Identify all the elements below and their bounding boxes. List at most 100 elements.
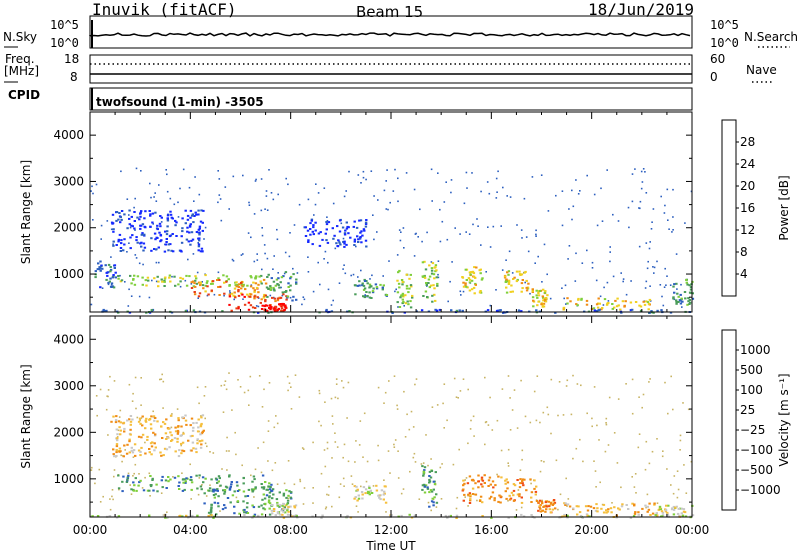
echo-cell: [293, 506, 297, 509]
scatter-point: [628, 226, 630, 229]
echo-cell: [478, 291, 482, 294]
scatter-point: [601, 220, 604, 222]
scatter-point: [393, 375, 396, 377]
echo-cell: [131, 225, 134, 228]
echo-cell: [520, 496, 523, 499]
scatter-point: [128, 242, 130, 244]
echo-cell: [230, 483, 233, 486]
scatter-point: [223, 294, 225, 297]
echo-cell: [191, 434, 194, 437]
scatter-point: [524, 415, 527, 418]
scatter-point: [229, 290, 231, 292]
echo-cell: [516, 278, 519, 281]
echo-cell: [208, 489, 211, 492]
echo-cell: [185, 514, 188, 517]
echo-cell: [309, 228, 312, 230]
echo-cell: [228, 293, 231, 296]
scatter-point: [247, 232, 250, 234]
echo-cell: [230, 481, 233, 483]
echo-cell: [109, 277, 112, 280]
scatter-point: [682, 402, 684, 404]
echo-cell: [133, 211, 136, 213]
scatter-point: [650, 228, 653, 230]
scatter-point: [290, 408, 293, 410]
echo-cell: [666, 511, 669, 514]
echo-cell: [578, 511, 582, 514]
echo-cell: [233, 291, 236, 294]
echo-cell: [261, 474, 265, 477]
echo-cell: [260, 513, 264, 516]
echo-cell: [585, 513, 589, 516]
scatter-point: [120, 454, 122, 457]
echo-cell: [489, 483, 492, 486]
echo-cell: [129, 236, 132, 239]
scatter-point: [151, 279, 153, 282]
echo-cell: [123, 238, 126, 241]
scatter-point: [385, 511, 387, 513]
scatter-point: [439, 240, 442, 243]
echo-cell: [521, 279, 524, 281]
echo-cell: [240, 292, 243, 295]
echo-cell: [167, 480, 170, 483]
scatter-point: [431, 406, 434, 408]
echo-cell: [343, 245, 346, 248]
echo-cell: [357, 238, 360, 241]
echo-cell: [623, 304, 626, 307]
echo-cell: [683, 291, 687, 293]
scatter-point: [648, 247, 651, 250]
echo-cell: [675, 282, 678, 285]
colorbar-frame: [721, 119, 737, 297]
echo-cell: [544, 300, 548, 303]
echo-cell: [165, 233, 169, 236]
scatter-point: [376, 231, 378, 233]
echo-cell: [246, 512, 250, 514]
scatter-point: [177, 216, 180, 218]
scatter-point: [437, 273, 439, 276]
echo-cell: [504, 490, 507, 493]
echo-cell: [381, 288, 384, 291]
echo-cell: [480, 476, 484, 479]
echo-cell: [131, 418, 134, 421]
scatter-point: [120, 170, 122, 173]
echo-cell: [272, 280, 276, 283]
echo-cell: [581, 516, 584, 519]
scatter-point: [197, 297, 199, 299]
echo-cell: [428, 264, 431, 267]
echo-cell: [246, 495, 250, 497]
echo-cell: [280, 509, 283, 512]
scatter-point: [634, 168, 636, 170]
echo-cell: [108, 515, 112, 518]
scatter-point: [121, 460, 123, 463]
echo-cell: [212, 490, 215, 493]
nsearch-label: N.Search: [744, 30, 799, 44]
echo-cell: [360, 241, 363, 244]
echo-cell: [609, 507, 613, 510]
echo-cell: [343, 233, 347, 236]
scatter-point: [634, 473, 637, 475]
echo-cell: [113, 455, 116, 458]
echo-cell: [505, 286, 508, 289]
echo-cell: [597, 297, 600, 300]
scatter-point: [126, 251, 128, 253]
scatter-point: [446, 419, 448, 422]
scatter-point: [631, 476, 633, 478]
scatter-point: [641, 181, 644, 183]
scatter-point: [595, 279, 598, 282]
echo-cell: [420, 309, 424, 312]
x-tick-label: 04:00: [173, 523, 208, 537]
scatter-point: [332, 202, 335, 205]
echo-cell: [539, 510, 543, 513]
echo-cell: [227, 278, 230, 281]
echo-cell: [431, 294, 434, 297]
echo-cell: [139, 422, 142, 425]
echo-cell: [646, 510, 649, 513]
echo-cell: [368, 487, 371, 489]
echo-cell: [289, 275, 293, 278]
echo-cell: [144, 279, 147, 282]
echo-cell: [375, 489, 379, 492]
echo-cell: [197, 281, 201, 284]
echo-cell: [366, 490, 370, 493]
scatter-point: [373, 238, 375, 241]
scatter-point: [465, 171, 468, 174]
scatter-point: [109, 508, 112, 511]
